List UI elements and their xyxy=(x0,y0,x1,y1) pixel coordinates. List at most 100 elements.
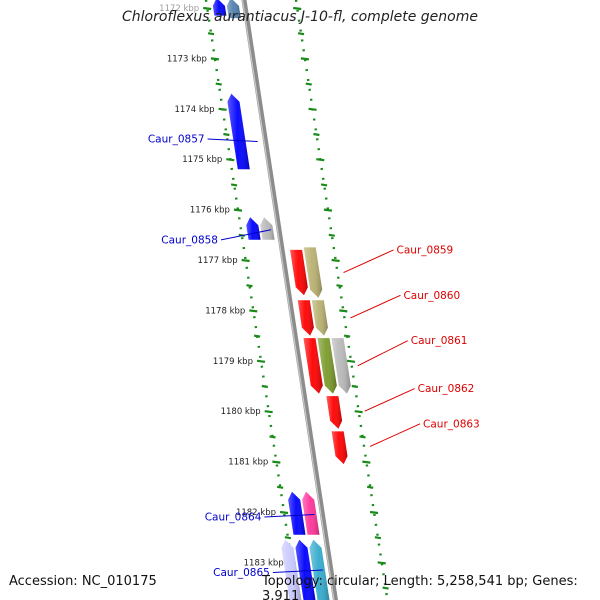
reverse-major-tick xyxy=(323,208,333,212)
reverse-major-tick xyxy=(328,233,335,237)
gene-feature-shading xyxy=(281,539,302,600)
forward-major-tick xyxy=(215,82,222,86)
forward-major-tick xyxy=(277,485,284,489)
ruler-label: 1175 kbp xyxy=(182,155,222,165)
reverse-major-tick xyxy=(320,183,328,187)
gene-feature-shading xyxy=(290,249,308,296)
gene-leader-line xyxy=(272,569,323,573)
reverse-major-tick xyxy=(346,359,356,363)
reverse-major-tick xyxy=(359,435,366,439)
forward-major-tick xyxy=(261,384,269,389)
forward-major-tick xyxy=(246,284,253,288)
map-title: Chloroflexus aurantiacus J-10-fl, comple… xyxy=(122,9,478,25)
forward-major-tick xyxy=(269,435,276,439)
forward-major-tick xyxy=(249,309,258,313)
forward-major-tick xyxy=(253,334,261,338)
gene-feature-shading xyxy=(302,491,320,535)
reverse-major-tick xyxy=(331,258,340,263)
gene-feature-shading xyxy=(227,93,250,170)
gene-feature-shading xyxy=(226,0,241,19)
gene-label[interactable]: Caur_0858 xyxy=(161,234,218,246)
forward-major-tick xyxy=(256,359,266,363)
forward-major-tick xyxy=(230,183,238,187)
reverse-major-tick xyxy=(316,158,325,162)
gene-label[interactable]: Caur_0864 xyxy=(205,512,262,524)
gene-feature-shading xyxy=(317,338,337,394)
ruler-label: 1177 kbp xyxy=(198,256,238,266)
ruler-label: 1182 kbp xyxy=(236,508,276,518)
gene-feature-shading xyxy=(303,338,323,394)
gene-label[interactable]: Caur_0863 xyxy=(423,418,480,430)
reverse-major-tick xyxy=(300,57,310,61)
ruler-label: 1179 kbp xyxy=(213,357,253,367)
ruler-label: 1183 kbp xyxy=(244,558,284,568)
ruler-label: 1178 kbp xyxy=(205,306,245,316)
gene-label[interactable]: Caur_0861 xyxy=(411,335,468,347)
forward-major-tick xyxy=(203,6,212,11)
forward-major-tick xyxy=(284,536,292,540)
gene-feature-shading xyxy=(331,338,351,394)
ruler-label: 1181 kbp xyxy=(228,458,268,468)
gene-leader-line xyxy=(350,294,401,319)
gene-leader-line xyxy=(207,138,258,143)
forward-major-tick xyxy=(264,410,273,414)
reverse-major-tick xyxy=(305,82,312,86)
reverse-major-tick xyxy=(336,284,343,288)
reverse-major-tick xyxy=(354,410,363,414)
forward-major-tick xyxy=(218,107,227,111)
gene-feature-shading xyxy=(311,300,328,336)
forward-major-tick xyxy=(226,158,235,162)
gene-leader-line xyxy=(364,388,415,412)
gene-leader-line xyxy=(369,423,421,447)
forward-major-tick xyxy=(233,208,243,212)
genome-backbone-highlight xyxy=(241,0,335,600)
gene-feature-shading xyxy=(260,217,275,240)
reverse-major-tick xyxy=(374,536,382,540)
gene-leader-line xyxy=(357,340,408,367)
ruler-label: 1176 kbp xyxy=(190,206,230,216)
reverse-major-tick xyxy=(351,384,359,389)
gene-label[interactable]: Caur_0859 xyxy=(397,244,454,256)
gene-feature-shading xyxy=(303,247,323,298)
gene-label[interactable]: Caur_0862 xyxy=(418,383,475,395)
gene-leader-line xyxy=(343,249,394,274)
ruler-label: 1180 kbp xyxy=(221,407,261,417)
ruler-label: 1173 kbp xyxy=(167,54,207,64)
reverse-major-tick xyxy=(313,132,320,137)
reverse-major-tick xyxy=(377,561,386,565)
gene-feature-shading xyxy=(212,0,227,16)
forward-major-tick xyxy=(223,132,230,137)
forward-major-tick xyxy=(272,460,281,464)
gene-feature-shading xyxy=(246,217,261,240)
forward-major-tick xyxy=(207,32,215,36)
reverse-major-tick xyxy=(339,309,348,313)
ruler-label: 1174 kbp xyxy=(175,105,215,115)
gene-label[interactable]: Caur_0857 xyxy=(148,134,205,146)
reverse-major-tick xyxy=(308,107,317,111)
gene-feature-shading xyxy=(295,539,316,600)
reverse-major-tick xyxy=(369,510,379,515)
gene-feature-shading xyxy=(288,491,306,535)
reverse-major-tick xyxy=(297,32,305,36)
forward-major-tick xyxy=(279,510,289,515)
gene-feature-shading xyxy=(331,431,348,465)
reverse-major-tick xyxy=(293,6,302,11)
topology-text: Topology: circular; Length: 5,258,541 bp… xyxy=(262,574,578,600)
ruler-label: 1172 kbp xyxy=(159,4,199,14)
forward-major-tick xyxy=(210,57,220,61)
reverse-major-tick xyxy=(367,485,374,489)
gene-feature-shading xyxy=(326,396,343,429)
gene-label[interactable]: Caur_0860 xyxy=(403,290,460,302)
gene-leader-line xyxy=(264,514,315,518)
gene-label[interactable]: Caur_0865 xyxy=(213,567,270,579)
reverse-major-tick xyxy=(382,586,389,590)
reverse-major-tick xyxy=(362,460,371,464)
gene-leader-line xyxy=(220,229,272,241)
accession-text: Accession: NC_010175 xyxy=(9,574,157,589)
gene-feature-shading xyxy=(297,300,314,336)
genome-backbone xyxy=(241,0,338,600)
reverse-major-tick xyxy=(343,334,351,338)
forward-major-tick xyxy=(241,258,250,263)
